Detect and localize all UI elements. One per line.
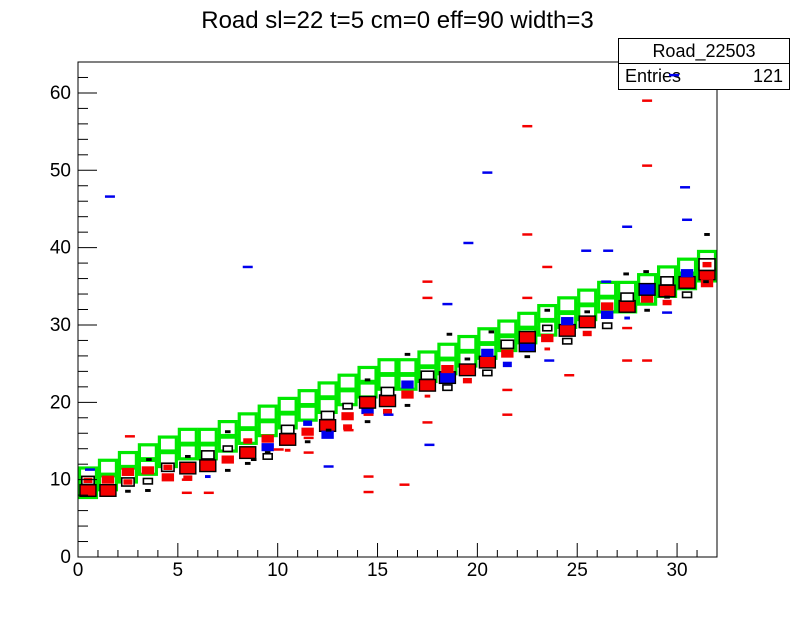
x-tick-label: 10	[267, 560, 288, 581]
plot-title: Road sl=22 t=5 cm=0 eff=90 width=3	[201, 7, 594, 34]
stats-histogram-name: Road_22503	[619, 39, 789, 64]
x-tick-label: 20	[467, 560, 488, 581]
stats-box: Road_22503 Entries 121	[618, 38, 790, 90]
stats-entries-label: Entries	[625, 66, 682, 86]
y-tick-label: 40	[50, 238, 71, 259]
axis-labels-layer: 0 5 10 15 20 25 30 0 10 20 30 40 50 60	[50, 83, 688, 581]
x-tick-label: 25	[567, 560, 588, 581]
x-tick-label: 30	[666, 560, 687, 581]
y-tick-label: 50	[50, 160, 71, 181]
y-tick-label: 20	[50, 392, 71, 413]
y-tick-label: 30	[50, 315, 71, 336]
data-points-layer	[79, 73, 716, 497]
axes-layer	[77, 61, 718, 558]
points-above-stats	[669, 73, 680, 77]
stats-entries-row: Entries 121	[619, 64, 789, 89]
y-tick-label: 0	[60, 547, 71, 568]
x-tick-label: 5	[173, 560, 184, 581]
stats-entries-value: 121	[752, 66, 783, 86]
x-tick-label: 0	[73, 560, 84, 581]
y-tick-label: 60	[50, 83, 71, 104]
y-tick-label: 10	[50, 470, 71, 491]
x-tick-label: 15	[367, 560, 388, 581]
